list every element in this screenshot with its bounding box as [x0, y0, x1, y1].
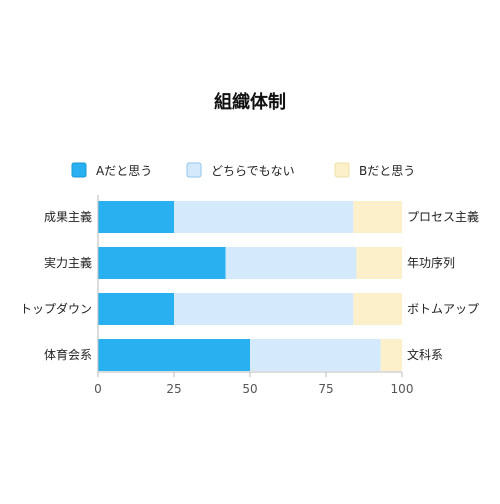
legend-swatch-3 — [334, 162, 350, 178]
bar-row1-series3 — [353, 201, 402, 233]
x-tick-label: 75 — [318, 382, 333, 396]
right-category-label: 年功序列 — [407, 255, 455, 270]
left-category-label: 成果主義 — [44, 209, 92, 224]
bar-row4-series3 — [380, 339, 402, 371]
right-category-label: プロセス主義 — [407, 209, 479, 224]
legend: Aだと思う どちらでもない Bだと思う — [71, 162, 415, 178]
legend-label-3: Bだと思う — [359, 164, 415, 178]
bar-row3-series2 — [174, 293, 354, 325]
bar-row2-series1 — [98, 247, 226, 279]
legend-swatch-1 — [71, 162, 87, 178]
chart-title: 組織体制 — [214, 91, 286, 113]
bar-row1-series2 — [174, 201, 354, 233]
right-category-label: ボトムアップ — [407, 302, 479, 316]
legend-label-2: どちらでもない — [211, 164, 295, 178]
left-category-label: 実力主義 — [44, 255, 92, 270]
bar-row2-series3 — [356, 247, 402, 279]
bar-row1-series1 — [98, 201, 174, 233]
legend-label-1: Aだと思う — [96, 164, 152, 178]
right-category-label: 文科系 — [407, 347, 443, 362]
bar-row4-series2 — [250, 339, 381, 371]
bars-group — [98, 201, 402, 371]
x-tick-label: 100 — [391, 382, 414, 396]
x-axis: 0 25 50 75 100 — [94, 195, 413, 396]
left-category-label: 体育会系 — [44, 347, 92, 362]
left-category-label: トップダウン — [20, 301, 92, 316]
legend-swatch-2 — [186, 162, 202, 178]
x-tick-label: 25 — [166, 382, 181, 396]
x-tick-label: 50 — [242, 382, 257, 396]
bar-row3-series3 — [353, 293, 402, 325]
bar-row3-series1 — [98, 293, 174, 325]
bar-row4-series1 — [98, 339, 250, 371]
x-tick-label: 0 — [94, 382, 102, 396]
bar-row2-series2 — [225, 247, 357, 279]
